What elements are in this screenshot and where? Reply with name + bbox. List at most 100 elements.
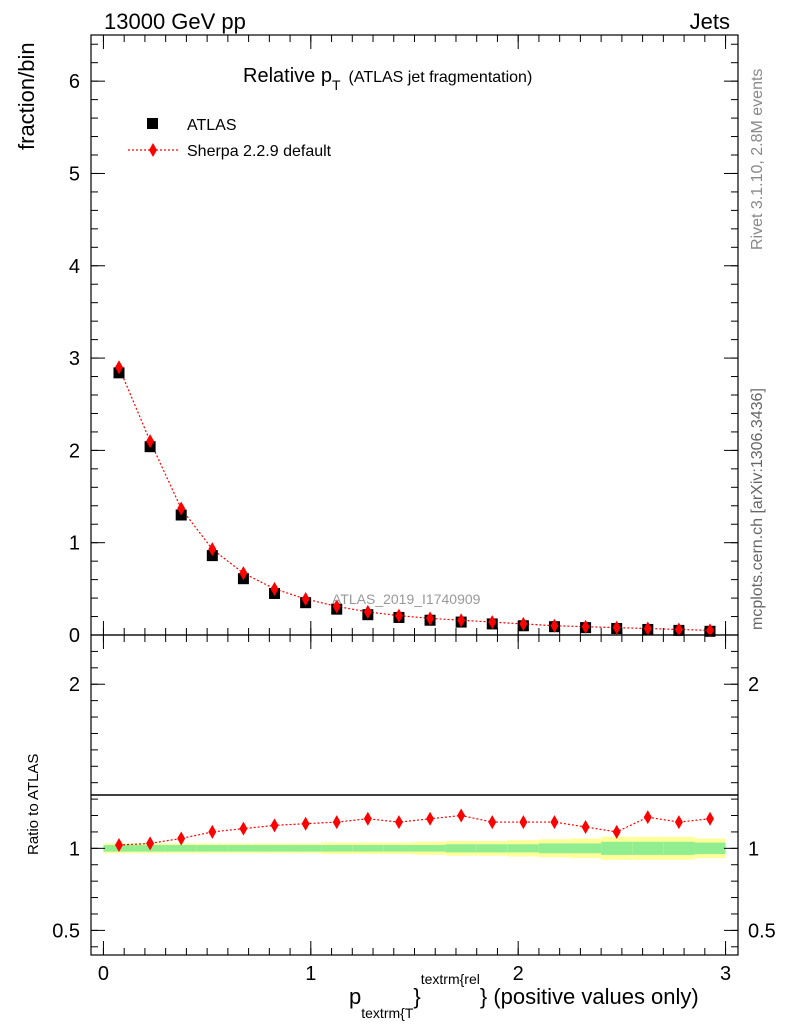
mc-data-point bbox=[674, 622, 683, 637]
ratio-inner-band bbox=[694, 842, 726, 855]
header-left: 13000 GeV pp bbox=[104, 9, 246, 34]
ratio-mc-point bbox=[488, 815, 497, 830]
ratio-plot-marks bbox=[114, 808, 715, 853]
mc-data-point bbox=[394, 608, 403, 623]
ratio-mc-point bbox=[457, 808, 466, 823]
ratio-inner-band bbox=[290, 845, 322, 852]
rivet-label: Rivet 3.1.10, 2.8M events bbox=[749, 69, 766, 250]
mc-data-point bbox=[426, 611, 435, 626]
ratio-mc-point bbox=[301, 816, 310, 831]
x-tick-label: 1 bbox=[305, 963, 316, 985]
x-tick-label: 2 bbox=[513, 963, 524, 985]
ratio-y-tick-label: 2 bbox=[69, 674, 80, 696]
mc-data-point bbox=[270, 581, 279, 596]
ratio-mc-point bbox=[146, 836, 155, 851]
main-plot-marks bbox=[113, 360, 716, 638]
mc-data-point bbox=[612, 620, 621, 635]
legend-mc-marker bbox=[149, 143, 157, 157]
mcplots-label: mcplots.cern.ch [arXiv:1306.3436] bbox=[749, 388, 766, 630]
mc-data-point bbox=[332, 599, 341, 614]
mc-data-point bbox=[519, 616, 528, 631]
ratio-axis-ticks: 0.5 0.5 1 1 2 2 0 1 2 3 bbox=[52, 635, 776, 985]
ratio-mc-point bbox=[114, 838, 123, 853]
ratio-inner-band bbox=[538, 843, 571, 854]
xlabel-end: } (positive values only) bbox=[480, 984, 699, 1009]
analysis-watermark: ATLAS_2019_I1740909 bbox=[332, 591, 481, 607]
title-suffix: (ATLAS jet fragmentation) bbox=[349, 69, 533, 86]
ratio-y-tick-label: 0.5 bbox=[52, 920, 80, 942]
title-sub: T bbox=[332, 77, 341, 93]
ratio-y-tick-label: 1 bbox=[69, 838, 80, 860]
mc-data-point bbox=[457, 613, 466, 628]
ratio-y-tick-label-right: 2 bbox=[748, 674, 759, 696]
ratio-inner-band bbox=[196, 845, 228, 852]
legend-atlas-label: ATLAS bbox=[187, 117, 237, 134]
ratio-y-tick-label-right: 1 bbox=[748, 838, 759, 860]
ratio-mc-point bbox=[519, 815, 528, 830]
main-y-tick-label: 1 bbox=[69, 533, 80, 555]
legend: ATLAS Sherpa 2.2.9 default bbox=[128, 117, 332, 160]
title-main: Relative p bbox=[243, 65, 332, 87]
ratio-inner-band bbox=[227, 845, 259, 852]
mc-data-point bbox=[550, 618, 559, 633]
x-tick-label: 0 bbox=[98, 963, 109, 985]
ratio-inner-band bbox=[632, 841, 664, 855]
main-y-tick-label: 2 bbox=[69, 440, 80, 462]
ratio-inner-band bbox=[445, 844, 477, 853]
mc-data-point bbox=[239, 566, 248, 581]
ratio-inner-band bbox=[663, 841, 695, 855]
mc-data-point bbox=[208, 542, 217, 557]
mc-data-point bbox=[177, 501, 186, 516]
main-y-tick-label: 0 bbox=[69, 625, 80, 647]
main-y-tick-label: 4 bbox=[69, 256, 80, 278]
x-axis-label: ptextrm{T}textrm{rel} (positive values o… bbox=[349, 971, 699, 1021]
main-y-tick-label: 6 bbox=[69, 71, 80, 93]
ratio-ylabel: Ratio to ATLAS bbox=[25, 754, 42, 855]
ratio-mc-point bbox=[177, 831, 186, 846]
ratio-panel: 0.5 0.5 1 1 2 2 0 1 2 3 bbox=[52, 634, 776, 985]
mc-data-point bbox=[146, 434, 155, 449]
mc-data-point bbox=[363, 604, 372, 619]
ratio-inner-band bbox=[601, 841, 633, 855]
ratio-y-tick-label-right: 0.5 bbox=[748, 920, 776, 942]
ratio-inner-band bbox=[165, 845, 197, 852]
plot-title: Relative pT (ATLAS jet fragmentation) bbox=[243, 65, 532, 93]
ratio-mc-point bbox=[674, 815, 683, 830]
ratio-inner-band bbox=[383, 845, 415, 852]
main-y-tick-label: 5 bbox=[69, 163, 80, 185]
ratio-mc-point bbox=[332, 815, 341, 830]
mc-data-point bbox=[581, 619, 590, 634]
ratio-frame bbox=[90, 634, 739, 956]
xlabel-sub: textrm{T bbox=[361, 1005, 414, 1021]
ratio-mc-point bbox=[612, 824, 621, 839]
ratio-uncertainty-bands bbox=[103, 836, 726, 860]
main-axis-ticks: 0 1 2 3 4 5 6 bbox=[69, 35, 738, 647]
main-ylabel: fraction/bin bbox=[14, 42, 39, 150]
ratio-inner-band bbox=[570, 843, 602, 854]
xlabel-brace: } bbox=[413, 984, 420, 1009]
ratio-inner-band bbox=[321, 845, 353, 852]
ratio-mc-point bbox=[706, 811, 715, 826]
ratio-mc-point bbox=[394, 815, 403, 830]
ratio-inner-band bbox=[352, 845, 384, 852]
xlabel-p: p bbox=[349, 984, 361, 1009]
ratio-mc-point bbox=[363, 811, 372, 826]
mc-data-point bbox=[488, 615, 497, 630]
ratio-inner-band bbox=[476, 844, 508, 853]
main-panel: 0 1 2 3 4 5 6 bbox=[69, 34, 739, 647]
mc-data-point bbox=[301, 592, 310, 606]
x-tick-label: 3 bbox=[720, 963, 731, 985]
xlabel-sup: textrm{rel bbox=[421, 971, 480, 987]
mc-data-point bbox=[643, 621, 652, 636]
ratio-mc-point bbox=[550, 815, 559, 830]
ratio-mc-point bbox=[208, 824, 217, 839]
legend-atlas-marker bbox=[147, 118, 158, 129]
ratio-inner-band bbox=[507, 844, 539, 853]
legend-mc-label: Sherpa 2.2.9 default bbox=[187, 143, 332, 160]
mc-data-point bbox=[114, 360, 123, 375]
main-y-tick-label: 3 bbox=[69, 348, 80, 370]
ratio-mc-point bbox=[426, 811, 435, 826]
ratio-inner-band bbox=[258, 845, 291, 852]
mc-data-point bbox=[706, 623, 715, 638]
